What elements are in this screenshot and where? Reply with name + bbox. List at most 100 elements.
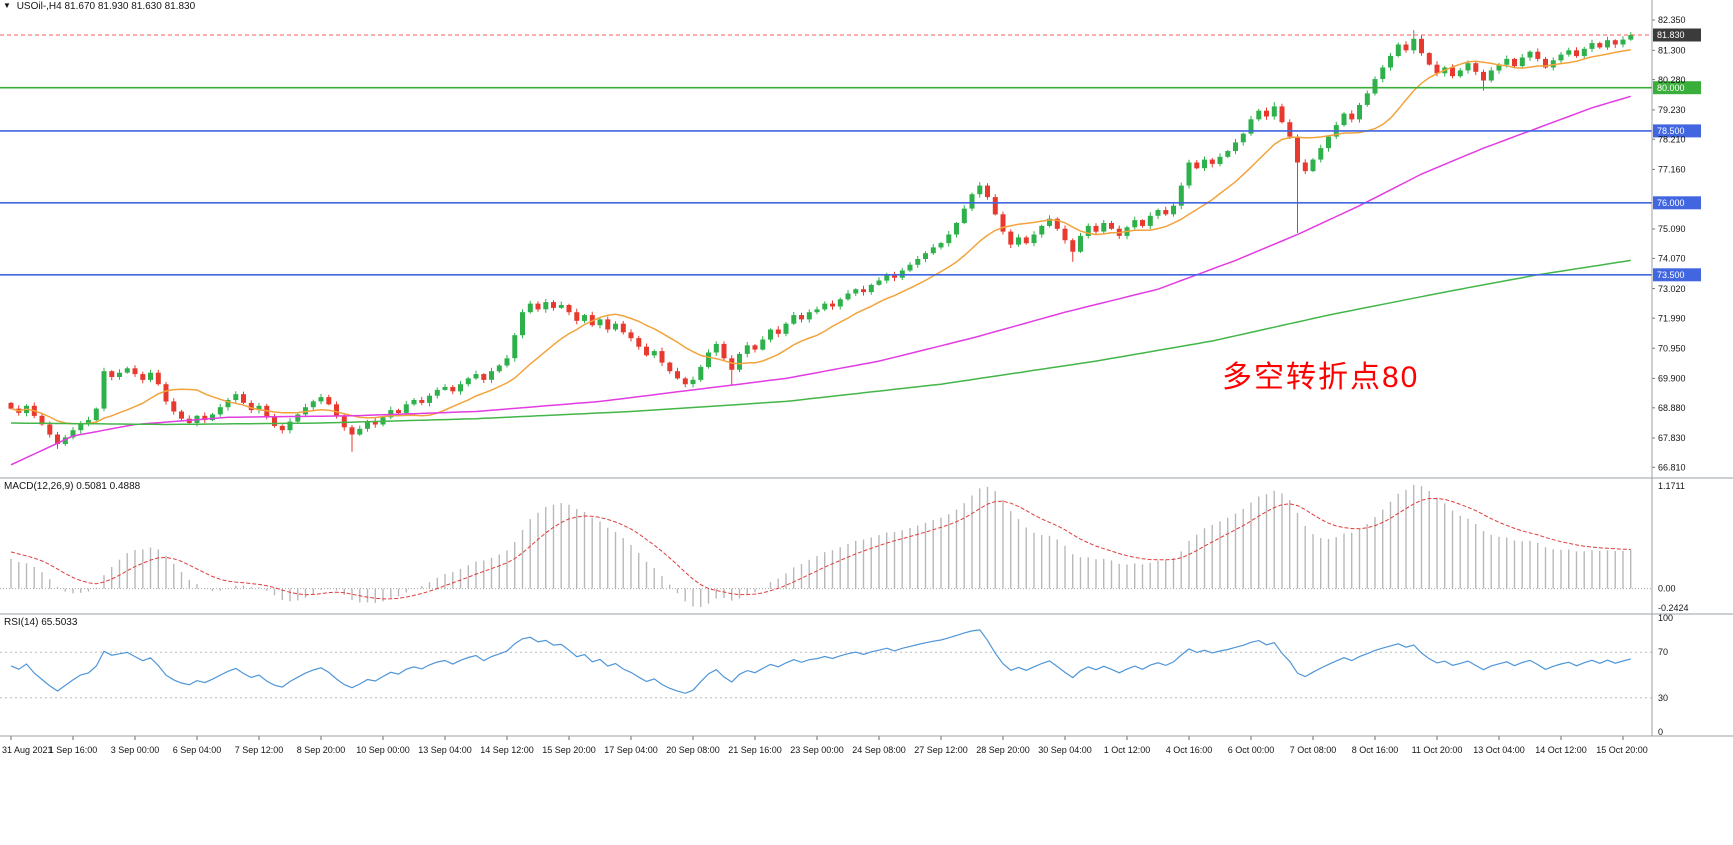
- candle-body: [721, 343, 727, 359]
- candle-body: [907, 264, 913, 271]
- axis-label: 15 Oct 20:00: [1596, 745, 1648, 755]
- macd-bar: [1250, 502, 1252, 589]
- candle-body: [659, 351, 665, 363]
- macd-bar: [1513, 540, 1516, 589]
- macd-bar: [459, 569, 462, 589]
- horizontal-level-lines[interactable]: 80.000 78.500 76.000 73.500 81.830: [0, 28, 1701, 282]
- axis-label: 11 Oct 20:00: [1412, 745, 1463, 755]
- macd-bar: [1413, 485, 1415, 589]
- candle-body: [892, 274, 897, 278]
- macd-bar: [475, 561, 477, 589]
- macd-bar: [1490, 534, 1492, 589]
- macd-bar: [1560, 549, 1562, 589]
- macd-bar: [568, 504, 570, 589]
- macd-bar: [1079, 557, 1082, 589]
- macd-bar: [1506, 537, 1508, 589]
- rsi-panel[interactable]: 100 70 30 0: [0, 613, 1673, 737]
- candle-body: [760, 339, 766, 350]
- candle-body: [1008, 231, 1014, 245]
- candle-body: [1000, 214, 1006, 232]
- candle-body: [845, 293, 851, 300]
- axis-label: 76.000: [1657, 198, 1685, 208]
- candle-body: [70, 430, 76, 438]
- axis-label: 73.500: [1657, 270, 1685, 280]
- macd-bar: [1529, 540, 1531, 589]
- macd-bar: [924, 522, 927, 589]
- axis-label: 80.000: [1657, 83, 1685, 93]
- candle-body: [1217, 156, 1223, 164]
- macd-bar: [591, 517, 593, 589]
- macd-bar: [537, 512, 539, 589]
- macd-bar: [785, 573, 787, 589]
- candle-body: [884, 274, 890, 281]
- candle-body: [1271, 106, 1277, 117]
- macd-panel[interactable]: 1.1711 0.00 -0.2424: [0, 481, 1689, 613]
- candle-body: [504, 358, 510, 366]
- candle-body: [1023, 237, 1029, 244]
- candle-body: [233, 394, 239, 400]
- candle-body: [303, 407, 308, 415]
- macd-bar: [1296, 512, 1299, 589]
- macd-bar: [521, 530, 524, 589]
- candle-body: [512, 335, 518, 359]
- macd-bar: [1622, 550, 1624, 589]
- macd-bar: [211, 588, 214, 591]
- candle-body: [341, 415, 347, 428]
- macd-bar: [607, 527, 609, 589]
- axis-label: 80.280: [1658, 75, 1686, 85]
- axis-label: 6 Sep 04:00: [173, 745, 222, 755]
- axis-label: 70: [1658, 647, 1668, 657]
- macd-bar: [692, 588, 694, 607]
- macd-bar: [351, 588, 353, 600]
- candle-body: [217, 407, 223, 415]
- candle-body: [1341, 113, 1347, 126]
- macd-bar: [250, 587, 252, 589]
- macd-bar: [1172, 557, 1175, 589]
- candle-body: [388, 410, 394, 418]
- candle-body: [954, 223, 959, 235]
- candle-body: [1612, 40, 1618, 45]
- candle-body: [419, 400, 425, 403]
- candle-body: [1628, 35, 1634, 40]
- macd-bar: [149, 547, 152, 589]
- candle-body: [543, 302, 549, 310]
- axis-label: 100: [1658, 613, 1673, 623]
- candle-body: [1543, 58, 1548, 68]
- candle-body: [853, 289, 859, 294]
- macd-bar: [80, 588, 82, 593]
- macd-bar: [10, 558, 12, 589]
- macd-bar: [645, 561, 648, 589]
- price-axis[interactable]: 82.350 81.300 80.280 79.230 78.210 77.160 75.0…: [1652, 15, 1686, 473]
- macd-bar: [1165, 560, 1167, 589]
- candle-body: [744, 345, 750, 354]
- candle-body: [1132, 220, 1138, 228]
- candle-body: [985, 185, 990, 198]
- macd-bar: [1498, 536, 1500, 589]
- axis-label: 81.830: [1657, 30, 1685, 40]
- macd-bar: [1575, 551, 1578, 589]
- macd-bar: [1126, 564, 1128, 589]
- candle-body: [1295, 136, 1300, 163]
- candle-body: [39, 415, 45, 425]
- axis-label: 73.020: [1658, 284, 1686, 294]
- candle-body: [923, 253, 928, 259]
- candle-body: [861, 289, 866, 293]
- price-label-box: [1653, 28, 1701, 42]
- candle-body: [814, 309, 820, 313]
- macd-bar: [436, 577, 438, 589]
- candle-body: [47, 424, 53, 435]
- candle-body: [1163, 210, 1169, 215]
- candle-body: [357, 428, 363, 435]
- macd-indicator-label: MACD(12,26,9) 0.5081 0.4888: [4, 481, 141, 492]
- macd-bar: [661, 576, 663, 589]
- candle-body: [613, 323, 618, 330]
- macd-bar: [444, 573, 446, 589]
- macd-bar: [196, 584, 198, 589]
- axis-label: 17 Sep 04:00: [604, 745, 658, 755]
- candle-body: [442, 387, 448, 390]
- axis-label: 21 Sep 16:00: [728, 745, 782, 755]
- candle-body: [458, 384, 463, 392]
